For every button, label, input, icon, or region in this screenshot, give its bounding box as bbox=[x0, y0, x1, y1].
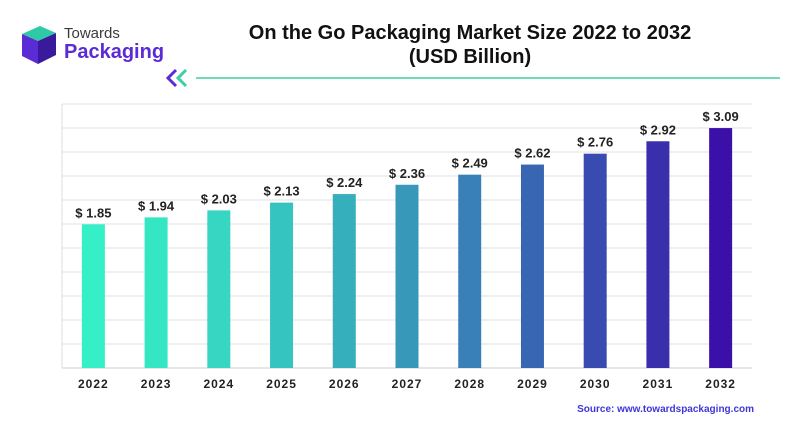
x-tick-label-2025: 2025 bbox=[266, 377, 297, 391]
value-label-2032: $ 3.09 bbox=[703, 109, 739, 124]
chart-title-line2: (USD Billion) bbox=[408, 46, 532, 68]
source-note: Source: www.towardspackaging.com bbox=[577, 404, 754, 415]
bar-2024 bbox=[207, 210, 231, 368]
chart-title-line1: On the Go Packaging Market Size 2022 to … bbox=[248, 22, 692, 44]
x-tick-label-2024: 2024 bbox=[203, 377, 234, 391]
x-tick-label-2031: 2031 bbox=[643, 377, 674, 391]
value-label-2024: $ 2.03 bbox=[201, 191, 237, 206]
bar-2023 bbox=[144, 217, 168, 368]
brand-name-top: Towards bbox=[64, 25, 120, 42]
x-tick-label-2028: 2028 bbox=[454, 377, 485, 391]
brand-logo: Towards Packaging bbox=[18, 24, 188, 70]
x-tick-label-2027: 2027 bbox=[392, 377, 423, 391]
x-tick-label-2022: 2022 bbox=[78, 377, 109, 391]
value-label-2029: $ 2.62 bbox=[514, 146, 550, 161]
value-label-2022: $ 1.85 bbox=[75, 205, 111, 220]
bar-2026 bbox=[332, 194, 356, 368]
bar-2032 bbox=[709, 128, 733, 368]
value-label-2023: $ 1.94 bbox=[138, 198, 175, 213]
bars bbox=[81, 128, 733, 368]
bar-2031 bbox=[646, 141, 670, 368]
x-tick-label-2032: 2032 bbox=[705, 377, 736, 391]
value-label-2025: $ 2.13 bbox=[263, 184, 299, 199]
value-label-2030: $ 2.76 bbox=[577, 135, 613, 150]
value-label-2031: $ 2.92 bbox=[640, 122, 676, 137]
value-label-2028: $ 2.49 bbox=[452, 156, 488, 171]
value-label-2027: $ 2.36 bbox=[389, 166, 425, 181]
x-tick-label-2026: 2026 bbox=[329, 377, 360, 391]
bar-2022 bbox=[81, 224, 105, 368]
x-tick-label-2030: 2030 bbox=[580, 377, 611, 391]
header-divider bbox=[165, 68, 780, 88]
chart-title: On the Go Packaging Market Size 2022 to … bbox=[190, 21, 750, 69]
bar-2028 bbox=[458, 174, 482, 368]
value-labels: $ 1.85 $ 1.94 $ 2.03 $ 2.13 $ 2.24 $ 2.36 $ 2.… bbox=[75, 109, 738, 220]
bar-2030 bbox=[583, 153, 607, 368]
value-label-2026: $ 2.24 bbox=[326, 175, 363, 190]
brand-name-bottom: Packaging bbox=[64, 41, 165, 63]
x-tick-label-2029: 2029 bbox=[517, 377, 548, 391]
cube-logo-icon bbox=[22, 26, 56, 64]
x-axis-tick-labels: 2022 2023 2024 2025 2026 2027 2028 2029 2030 2031… bbox=[78, 377, 736, 391]
bar-2029 bbox=[520, 164, 544, 368]
bar-2027 bbox=[395, 184, 419, 368]
x-tick-label-2023: 2023 bbox=[141, 377, 172, 391]
bar-2025 bbox=[270, 202, 294, 368]
